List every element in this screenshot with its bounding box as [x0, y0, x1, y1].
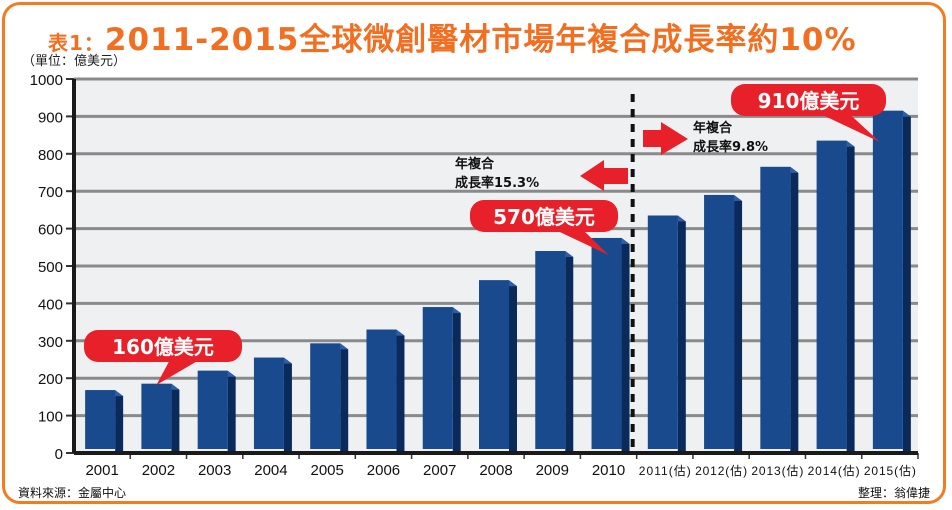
bar-side	[227, 370, 236, 453]
y-tick-label: 700	[38, 184, 63, 201]
x-tick-label: 2004	[254, 462, 287, 479]
bar-side	[790, 166, 799, 453]
callout-2010-pointer	[551, 228, 609, 255]
bar-side	[565, 251, 574, 453]
bar-side	[340, 343, 349, 453]
x-tick-label: 2010	[592, 462, 625, 479]
bar	[591, 237, 622, 449]
bar	[253, 357, 284, 449]
bar-side	[902, 110, 911, 453]
chart-title: 表1：2011-2015全球微創醫材市場年複合成長率約10%	[48, 14, 857, 59]
callout-2015-text: 910億美元	[758, 89, 860, 113]
arrow-left-icon	[580, 160, 628, 191]
y-tick-label: 1000	[30, 72, 63, 89]
bar	[479, 280, 509, 449]
x-tick-label: 2001	[85, 462, 118, 479]
callout-2002-pointer	[156, 358, 203, 385]
arrow-right-icon	[643, 122, 688, 155]
bar-side	[171, 383, 180, 453]
cagr-1-line1: 年複合	[455, 156, 495, 172]
bar	[85, 390, 116, 449]
x-tick-label: 2008	[479, 462, 512, 479]
bar	[816, 140, 847, 449]
bar-side	[283, 357, 292, 453]
y-tick-label: 300	[38, 334, 63, 351]
bar-side	[115, 390, 124, 453]
y-tick-label: 900	[38, 109, 63, 126]
source-note: 資料來源：金屬中心	[18, 486, 127, 500]
x-tick-label: 2006	[367, 462, 400, 479]
y-tick-label: 400	[38, 296, 63, 313]
y-tick-label: 800	[38, 147, 63, 164]
bar	[760, 166, 791, 449]
bar	[647, 215, 678, 449]
y-tick-label: 200	[38, 371, 63, 388]
bar-side	[396, 329, 405, 453]
x-tick-label: 2011(估)	[639, 464, 691, 478]
callout-2010-text: 570億美元	[493, 205, 595, 229]
callout-2002-text: 160億美元	[112, 335, 214, 359]
bar-side	[846, 140, 855, 453]
author-note: 整理：翁偉捷	[857, 486, 930, 500]
x-tick-label: 2015(估)	[864, 464, 916, 478]
bar	[310, 343, 341, 449]
cagr-1-line2: 成長率15.3%	[455, 175, 539, 191]
unit-label: （單位：億美元）	[22, 54, 127, 69]
x-tick-label: 2002	[142, 462, 175, 479]
x-tick-label: 2003	[198, 462, 231, 479]
cagr-2-line1: 年複合	[693, 120, 733, 136]
x-tick-label: 2007	[423, 462, 456, 479]
bar	[141, 383, 172, 449]
bar	[366, 329, 397, 449]
callout-2015-bubble	[731, 84, 886, 116]
bar	[197, 370, 228, 449]
y-tick-label: 500	[38, 259, 63, 276]
bar	[422, 307, 453, 449]
title-text: 2011-2015全球微創醫材市場年複合成長率約10%	[104, 22, 857, 58]
bar-side	[509, 280, 517, 453]
x-tick-label: 2014(估)	[808, 464, 860, 478]
x-tick-label: 2005	[311, 462, 344, 479]
y-tick-label: 0	[55, 446, 63, 463]
x-tick-label: 2009	[536, 462, 569, 479]
title-prefix: 表1：	[48, 31, 105, 55]
callout-2010-bubble	[470, 200, 618, 232]
bar	[872, 110, 903, 449]
y-tick-label: 100	[38, 409, 63, 426]
callout-2002-bubble	[84, 330, 242, 362]
bar-side	[734, 194, 743, 453]
callout-2015-pointer	[816, 112, 880, 142]
bar-side	[452, 307, 461, 453]
bar-side	[621, 237, 630, 453]
cagr-2-line2: 成長率9.8%	[693, 139, 768, 155]
bar	[535, 251, 566, 449]
x-tick-label: 2013(估)	[751, 464, 803, 478]
bar	[704, 194, 735, 449]
y-tick-label: 600	[38, 222, 63, 239]
x-tick-label: 2012(估)	[695, 464, 747, 478]
bar-side	[677, 215, 686, 453]
